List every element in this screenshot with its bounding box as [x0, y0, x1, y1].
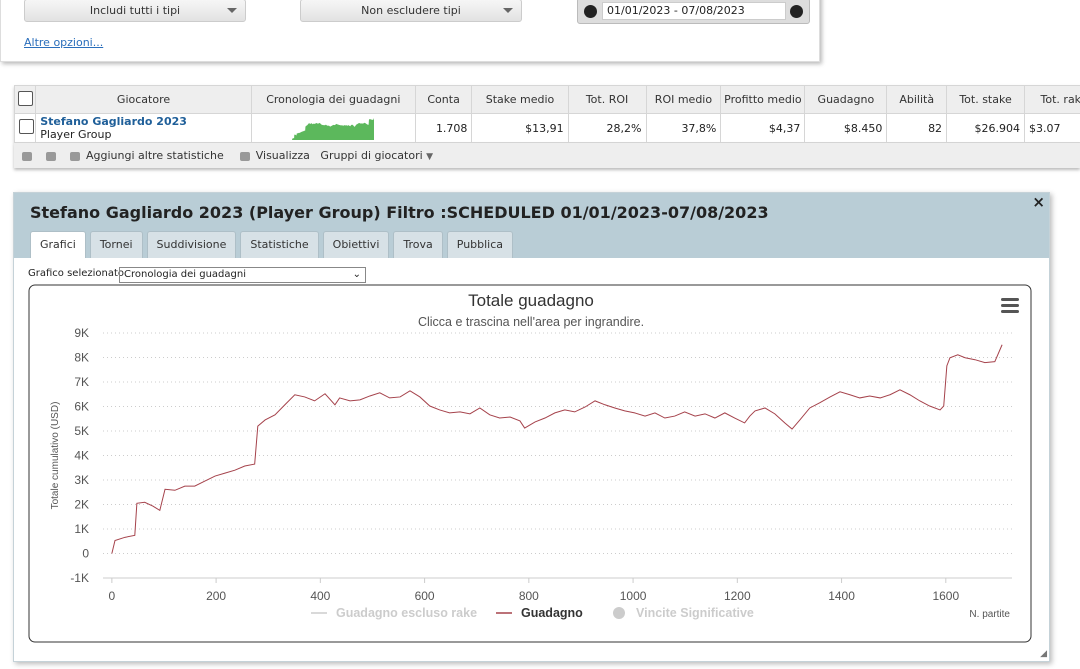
- column-header[interactable]: Giocatore: [35, 85, 252, 114]
- legend-item[interactable]: Guadagno: [496, 606, 583, 620]
- player-group: Player Group: [40, 128, 112, 141]
- player-link[interactable]: Stefano Gagliardo 2023: [40, 115, 187, 128]
- prev-button[interactable]: [584, 5, 597, 18]
- column-header[interactable]: Tot. ROI: [567, 85, 647, 114]
- x-tick-label: 800: [519, 589, 539, 603]
- tab[interactable]: Tornei: [89, 231, 143, 258]
- legend-item[interactable]: Vincite Significative: [613, 606, 754, 620]
- sparkline: [291, 118, 374, 140]
- toolbar: Aggiungi altre statistiche Visualizza Gru…: [14, 143, 1080, 168]
- chart: Totale guadagno Clicca e trascina nell'ar…: [28, 284, 1032, 643]
- y-tick-label: 1K: [74, 522, 89, 536]
- x-tick-label: 1200: [724, 589, 751, 603]
- row-select[interactable]: [13, 113, 37, 143]
- x-tick-label: 0: [109, 589, 116, 603]
- menu-icon[interactable]: [1001, 298, 1019, 313]
- tab[interactable]: Suddivisione: [146, 231, 237, 258]
- legend-label: Guadagno: [521, 606, 583, 620]
- y-axis-title: Totale cumulativo (USD): [50, 402, 61, 510]
- y-tick-label: 5K: [74, 424, 89, 438]
- legend-label: Guadagno escluso rake: [336, 606, 477, 620]
- tab[interactable]: Pubblica: [446, 231, 514, 258]
- x-tick-label: 600: [415, 589, 435, 603]
- include-dropdown[interactable]: Includi tutti i tipi: [24, 0, 246, 22]
- chart-select-value: Cronologia dei guadagni: [124, 269, 246, 280]
- sparkline-area: [291, 118, 374, 140]
- add-icon[interactable]: [70, 151, 80, 161]
- date-input[interactable]: 01/01/2023 - 07/08/2023: [602, 2, 786, 20]
- resize-handle[interactable]: ◢: [1040, 649, 1047, 659]
- more-options-link[interactable]: Altre opzioni...: [24, 36, 104, 49]
- column-header[interactable]: Abilità: [886, 85, 948, 114]
- close-button[interactable]: ×: [1032, 193, 1045, 211]
- y-tick-label: 2K: [74, 498, 89, 512]
- column-header[interactable]: Guadagno: [804, 85, 888, 114]
- header-row: Giocatore Cronologia dei guadagni Conta …: [13, 85, 1080, 114]
- column-header[interactable]: ROI medio: [645, 85, 722, 114]
- y-tick-label: 8K: [74, 351, 89, 365]
- x-axis-title: N. partite: [969, 609, 1010, 620]
- view-icon[interactable]: [239, 151, 250, 161]
- column-header[interactable]: Cronologia dei guadagni: [250, 85, 416, 114]
- x-tick-label: 1600: [932, 589, 959, 603]
- panel-header: Stefano Gagliardo 2023 (Player Group) Fi…: [14, 193, 1049, 258]
- cell: $8.450: [804, 113, 888, 143]
- cell: 28,2%: [567, 113, 647, 143]
- y-tick-label: 4K: [74, 449, 89, 463]
- legend-label: Vincite Significative: [636, 606, 754, 620]
- tab[interactable]: Obiettivi: [322, 231, 390, 258]
- tab[interactable]: Statistiche: [240, 231, 319, 258]
- chart-select[interactable]: Cronologia dei guadagni ⌄: [119, 267, 366, 283]
- column-header[interactable]: Conta: [414, 85, 473, 114]
- cell: $4,37: [720, 113, 806, 143]
- refresh-icon[interactable]: [46, 151, 56, 161]
- y-tick-label: 6K: [74, 400, 89, 414]
- tab-bar: Grafici Tornei Suddivisione Statistiche Obie…: [30, 231, 514, 258]
- next-button[interactable]: [790, 5, 803, 18]
- stats-table: Giocatore Cronologia dei guadagni Conta …: [13, 85, 1080, 143]
- add-stats[interactable]: Aggiungi altre statistiche: [86, 149, 224, 162]
- x-tick-label: 200: [206, 589, 226, 603]
- y-tick-label: 0: [82, 547, 89, 561]
- delete-icon[interactable]: [22, 151, 32, 161]
- detail-panel: Stefano Gagliardo 2023 (Player Group) Fi…: [13, 192, 1050, 662]
- cell: 37,8%: [645, 113, 722, 143]
- select-all[interactable]: [13, 85, 37, 114]
- view[interactable]: Visualizza: [255, 149, 310, 162]
- chart-select-label: Grafico selezionato: [28, 268, 125, 279]
- column-header[interactable]: Tot. rake: [1023, 85, 1080, 114]
- legend-symbol: [613, 607, 625, 619]
- legend-item[interactable]: Guadagno escluso rake: [311, 606, 477, 620]
- player-cell: Stefano Gagliardo 2023 Player Group: [35, 113, 252, 143]
- cell: $13,91: [471, 113, 569, 143]
- date-range: 01/01/2023 - 07/08/2023: [577, 0, 810, 24]
- chart-subtitle: Clicca e trascina nell'area per ingrandi…: [418, 315, 644, 329]
- chart-title: Totale guadagno: [468, 291, 594, 310]
- line-series: [111, 344, 1003, 554]
- x-tick-label: 1000: [620, 589, 647, 603]
- y-tick-label: 7K: [74, 375, 89, 389]
- sparkline-cell: [250, 113, 416, 143]
- data-row: Stefano Gagliardo 2023 Player Group 1.70…: [13, 113, 1080, 143]
- cell: 1.708: [414, 113, 473, 143]
- exclude-dropdown[interactable]: Non escludere tipi: [300, 0, 522, 22]
- panel-title: Stefano Gagliardo 2023 (Player Group) Fi…: [30, 203, 769, 222]
- y-tick-label: 3K: [74, 473, 89, 487]
- cell: $26.904: [946, 113, 1025, 143]
- x-tick-label: 1400: [828, 589, 855, 603]
- tab[interactable]: Trova: [393, 231, 443, 258]
- y-tick-label: -1K: [70, 571, 89, 585]
- groups[interactable]: Gruppi di giocatori: [320, 149, 423, 162]
- cell: 82: [886, 113, 948, 143]
- column-header[interactable]: Stake medio: [471, 85, 569, 114]
- column-header[interactable]: Profitto medio: [720, 85, 806, 114]
- y-tick-label: 9K: [74, 326, 89, 340]
- chart-frame: [28, 284, 1032, 643]
- x-tick-label: 400: [310, 589, 330, 603]
- column-header[interactable]: Tot. stake: [946, 85, 1025, 114]
- tab[interactable]: Grafici: [30, 231, 86, 258]
- cell: $3.07: [1023, 113, 1080, 143]
